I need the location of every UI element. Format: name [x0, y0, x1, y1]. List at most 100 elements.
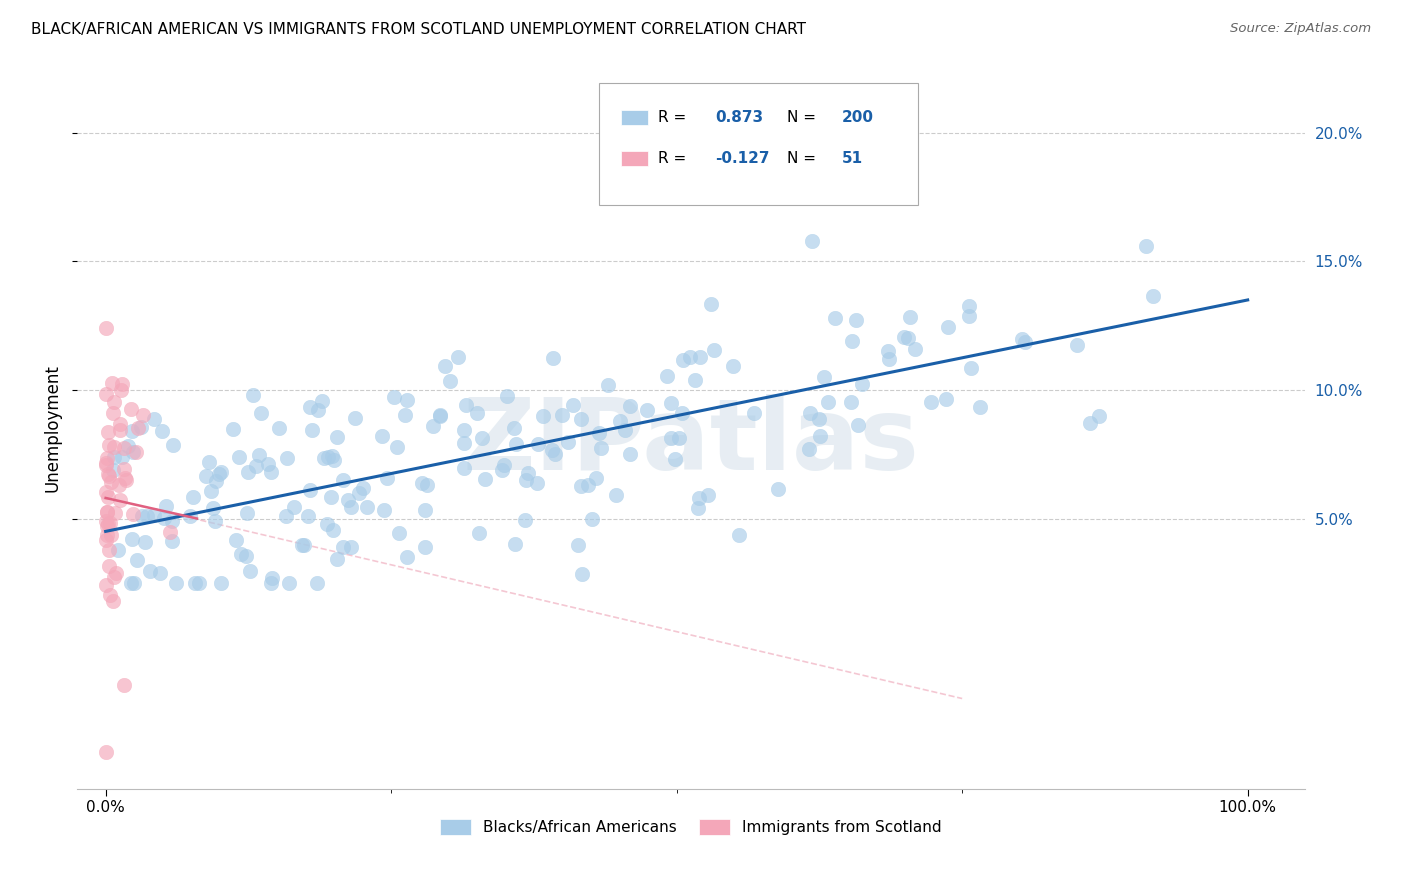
Point — [152, 424, 174, 438]
Point — [808, 429, 831, 443]
Point — [143, 412, 166, 426]
Point — [94, 515, 117, 529]
Point — [236, 507, 259, 521]
Point — [453, 423, 475, 437]
Point — [250, 406, 273, 420]
Point — [96, 505, 118, 519]
Point — [132, 409, 155, 423]
Point — [97, 490, 120, 504]
Point — [723, 359, 745, 374]
Point — [703, 343, 725, 357]
Point — [609, 414, 631, 428]
Point — [394, 408, 416, 422]
Point — [159, 524, 181, 539]
Point — [526, 476, 548, 491]
Point — [683, 373, 706, 387]
Point — [97, 425, 120, 439]
Point — [298, 483, 321, 498]
Point — [569, 479, 592, 493]
Point — [121, 507, 143, 521]
Point — [110, 417, 132, 431]
Point — [326, 551, 349, 566]
Point — [727, 527, 749, 541]
Point — [228, 450, 250, 464]
Point — [315, 517, 337, 532]
Point — [127, 421, 149, 435]
FancyBboxPatch shape — [599, 83, 918, 205]
Point — [960, 361, 983, 376]
Point — [307, 403, 329, 417]
Point — [454, 398, 477, 412]
Point — [292, 538, 315, 552]
Point — [229, 548, 252, 562]
Point — [589, 442, 612, 456]
Point — [515, 473, 537, 487]
Point — [1078, 416, 1101, 430]
Point — [125, 553, 148, 567]
Point — [94, 456, 117, 470]
Text: 51: 51 — [842, 151, 863, 166]
Point — [96, 451, 118, 466]
Point — [544, 448, 567, 462]
Point — [605, 488, 627, 502]
Point — [103, 440, 125, 454]
Point — [98, 588, 121, 602]
Point — [846, 418, 869, 433]
Point — [474, 472, 496, 486]
Point — [283, 500, 305, 514]
Point — [262, 571, 284, 585]
Point — [138, 564, 160, 578]
Point — [100, 528, 122, 542]
Point — [332, 473, 354, 487]
Point — [122, 575, 145, 590]
Point — [581, 512, 603, 526]
Point — [619, 400, 641, 414]
Point — [291, 538, 314, 552]
Point — [97, 543, 120, 558]
Point — [209, 466, 232, 480]
Point — [162, 514, 184, 528]
Point — [801, 234, 824, 248]
Point — [845, 313, 868, 327]
Point — [131, 508, 153, 523]
Point — [434, 359, 457, 373]
Point — [179, 509, 201, 524]
Point — [235, 549, 257, 563]
Point — [96, 578, 118, 592]
Point — [149, 566, 172, 580]
Point — [526, 436, 548, 450]
Point — [797, 442, 820, 457]
Point — [110, 384, 132, 398]
Point — [422, 418, 444, 433]
Point — [686, 500, 709, 515]
Point — [503, 537, 526, 551]
Text: Source: ZipAtlas.com: Source: ZipAtlas.com — [1230, 22, 1371, 36]
Point — [851, 376, 873, 391]
Point — [103, 406, 125, 420]
Point — [94, 485, 117, 500]
Point — [375, 471, 398, 485]
Point — [808, 412, 831, 426]
Point — [571, 411, 593, 425]
Point — [129, 420, 152, 434]
Point — [96, 505, 118, 519]
Point — [337, 492, 360, 507]
Point — [1135, 238, 1157, 252]
Point — [322, 524, 344, 538]
Point — [561, 398, 583, 412]
Point — [311, 394, 333, 409]
Point — [256, 457, 278, 471]
Point — [1142, 289, 1164, 303]
Point — [447, 350, 470, 364]
Point — [396, 392, 419, 407]
Point — [516, 467, 538, 481]
Point — [326, 430, 349, 444]
Point — [957, 310, 980, 324]
Point — [321, 490, 343, 504]
Point — [491, 463, 513, 477]
Point — [307, 575, 329, 590]
Point — [371, 429, 394, 443]
Point — [187, 575, 209, 590]
Point — [242, 388, 264, 402]
Point — [323, 453, 346, 467]
